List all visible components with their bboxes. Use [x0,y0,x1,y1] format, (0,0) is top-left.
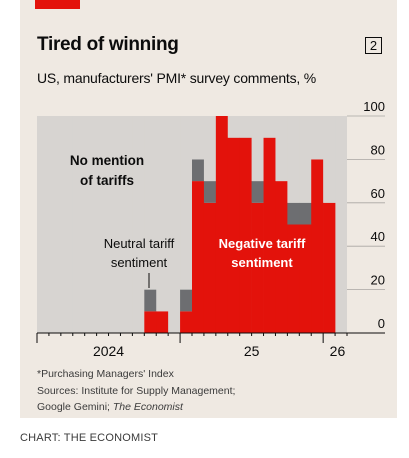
bar-no-mention-2024-10 [144,116,157,290]
bar-negative-2025-06 [239,137,252,333]
bar-negative-2024-10 [144,311,157,333]
y-tick-label-100: 100 [363,99,385,114]
bar-no-mention-2025-07 [251,116,264,182]
sources-text: Google Gemini; [37,401,113,413]
bar-negative-2025-03 [203,202,217,333]
bar-negative-2025-09 [275,181,288,333]
bar-negative-2025-05 [227,137,240,333]
bar-no-mention-2024-12 [168,116,181,333]
chart-credit: CHART: THE ECONOMIST [20,432,159,444]
bar-no-mention-2025-09 [275,116,288,182]
bar-negative-2025-11 [299,224,312,333]
bar-negative-2024-11 [156,311,169,333]
annotation-no-mention-line1: No mention [70,153,144,168]
bar-no-mention-2024-03 [60,116,74,333]
annotation-negative-line2: sentiment [231,255,293,270]
sources-line-2: Google Gemini; The Economist [37,401,183,413]
bar-neutral-2025-11 [299,202,312,225]
bar-no-mention-2025-12 [311,116,324,160]
bar-no-mention-2025-05 [227,116,240,138]
bar-no-mention-2026-01 [323,116,336,203]
bar-neutral-2024-10 [144,289,157,312]
bar-negative-2025-04 [215,116,229,333]
bar-no-mention-2024-01 [37,116,50,333]
bar-no-mention-2024-08 [120,116,133,333]
y-tick-label-60: 60 [371,186,385,201]
bar-no-mention-2025-01 [180,116,193,290]
sources-italic: The Economist [112,401,183,413]
x-tick-label-25: 25 [244,343,260,359]
x-tick-label-26: 26 [330,343,346,359]
y-tick-label-0: 0 [378,316,385,331]
annotation-neutral-line2: sentiment [111,255,168,270]
bar-no-mention-2024-04 [72,116,85,333]
bar-neutral-2025-03 [203,181,217,203]
y-tick-label-40: 40 [371,229,385,244]
bar-negative-2025-12 [311,159,324,333]
bar-no-mention-2025-08 [263,116,276,138]
bar-no-mention-2025-11 [299,116,312,203]
x-tick-label-2024: 2024 [93,343,124,359]
bar-neutral-2025-10 [287,202,300,225]
annotation-negative-line1: Negative tariff [219,236,306,251]
sources-line-1: Sources: Institute for Supply Management… [37,385,236,397]
bar-negative-2025-02 [192,181,205,333]
bar-neutral-2025-01 [180,289,193,312]
annotation-neutral-line1: Neutral tariff [104,236,175,251]
bar-no-mention-2024-09 [132,116,145,333]
y-tick-label-80: 80 [371,142,385,157]
footnote: *Purchasing Managers' Index [37,368,174,380]
y-tick-label-20: 20 [371,273,385,288]
chart-title: Tired of winning [37,34,179,55]
bar-no-mention-2024-06 [96,116,109,333]
bar-no-mention-2024-02 [48,116,62,333]
bar-no-mention-2024-11 [156,116,169,312]
bar-negative-2025-08 [263,137,276,333]
bar-no-mention-2025-03 [203,116,217,182]
annotation-no-mention-line2: of tariffs [80,173,134,188]
brand-tag [35,0,80,9]
bar-no-mention-2025-06 [239,116,252,138]
chart-number: 2 [365,37,382,54]
bar-no-mention-2025-10 [287,116,300,203]
bar-no-mention-2024-05 [84,116,97,333]
chart-subtitle: US, manufacturers' PMI* survey comments,… [37,70,317,86]
bar-no-mention-2025-02 [192,116,205,160]
bar-neutral-2025-07 [251,181,264,203]
bar-negative-2026-01 [323,202,336,333]
bar-neutral-2025-02 [192,159,205,182]
bar-negative-2025-10 [287,224,300,333]
bar-negative-2025-01 [180,311,193,333]
bar-negative-2025-07 [251,202,264,333]
bar-no-mention-2024-07 [108,116,121,333]
